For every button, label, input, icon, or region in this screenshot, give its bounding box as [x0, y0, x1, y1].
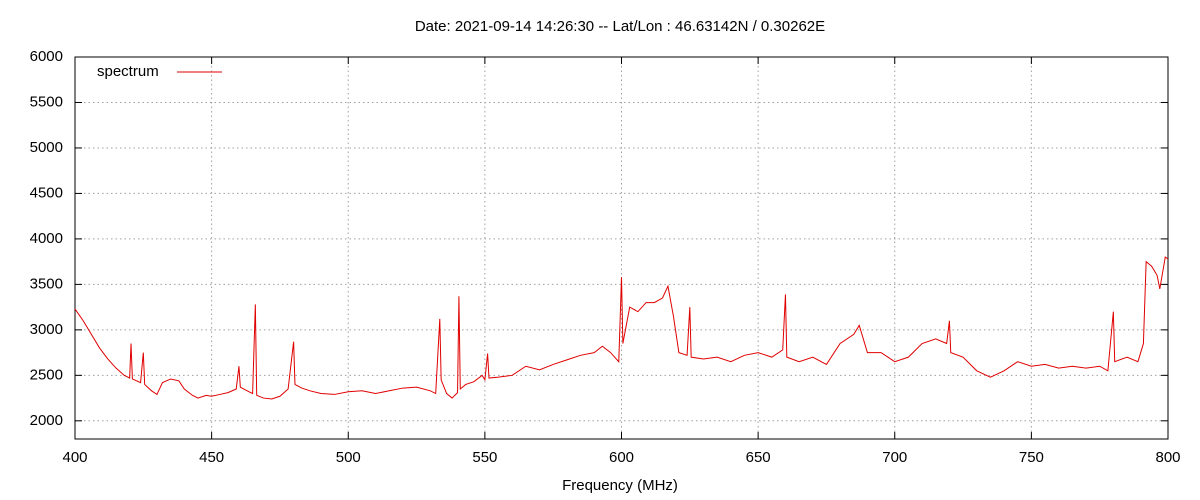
x-tick-label: 550 — [472, 449, 497, 466]
y-tick-label: 2000 — [30, 412, 63, 429]
y-tick-label: 3000 — [30, 321, 63, 338]
plot-border — [74, 56, 1169, 440]
x-tick-label: 600 — [609, 449, 634, 466]
x-tick-label: 750 — [1019, 449, 1044, 466]
y-tick-label: 4500 — [30, 184, 63, 201]
y-tick-label: 5500 — [30, 93, 63, 110]
x-tick-label: 500 — [336, 449, 361, 466]
y-tick-label: 6000 — [30, 48, 63, 65]
x-tick-label: 650 — [746, 449, 771, 466]
x-axis-label: Frequency (MHz) — [562, 477, 678, 494]
x-tick-label: 700 — [882, 449, 907, 466]
chart-title: Date: 2021-09-14 14:26:30 -- Lat/Lon : 4… — [415, 18, 825, 35]
legend-label: spectrum — [97, 63, 159, 80]
y-tick-label: 5000 — [30, 139, 63, 156]
y-tick-label: 3500 — [30, 275, 63, 292]
x-tick-label: 450 — [199, 449, 224, 466]
x-tick-label: 800 — [1155, 449, 1180, 466]
y-tick-label: 4000 — [30, 230, 63, 247]
x-tick-label: 400 — [62, 449, 87, 466]
y-tick-label: 2500 — [30, 366, 63, 383]
spectrum-line — [74, 256, 1169, 400]
